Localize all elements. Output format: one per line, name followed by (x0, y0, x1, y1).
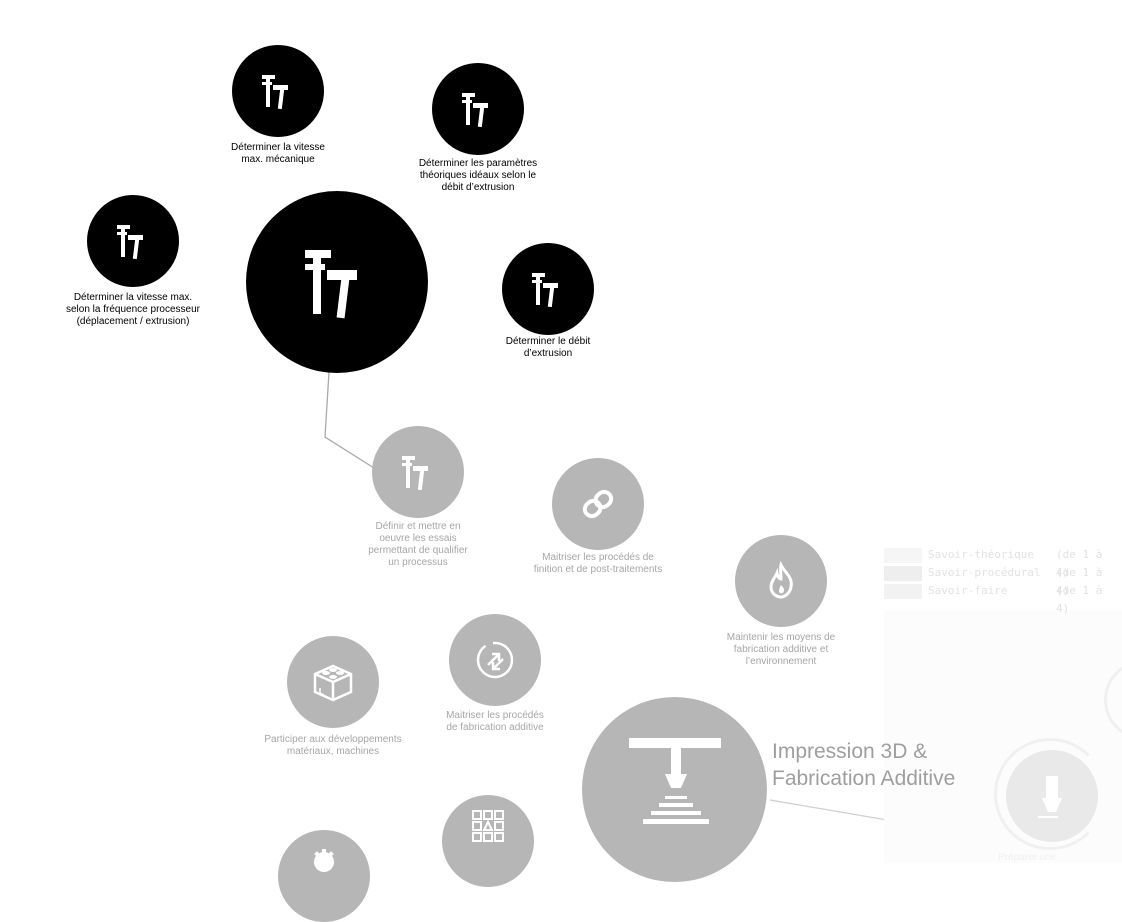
legend-row: Savoir-faire (de 1 à 4) (884, 582, 1122, 615)
sub-skill-label: Déterminer la vitesse max. mécanique (231, 142, 325, 165)
focus-skill-node[interactable] (246, 191, 428, 373)
caliper-hammer-icon (532, 273, 558, 308)
shapes-grid-icon (472, 810, 504, 842)
skill-node[interactable] (287, 636, 379, 728)
legend-name: Savoir-théorique (928, 548, 1034, 561)
skill-node[interactable] (372, 426, 464, 518)
sub-skill-node[interactable] (232, 45, 324, 137)
skill-node[interactable] (552, 458, 644, 550)
caliper-hammer-icon (402, 456, 428, 491)
skill-node[interactable] (735, 535, 827, 627)
building-block-icon (313, 664, 353, 702)
sub-skill-label: Déterminer le débit d’extrusion (505, 336, 591, 359)
skill-node[interactable] (442, 795, 534, 887)
legend-name: Savoir-faire (928, 584, 1008, 597)
legend: Savoir-théorique (de 1 à 4) Savoir-procé… (884, 546, 1122, 615)
legend-name: Savoir-procédural (928, 566, 1041, 579)
skill-label: Maitriser les procédés de fabrication ad… (446, 710, 544, 733)
chain-link-icon (582, 489, 614, 519)
caliper-hammer-icon (262, 75, 288, 110)
sub-skill-node[interactable] (432, 63, 524, 155)
legend-row: Savoir-procédural (de 1 à 4) (884, 564, 1122, 597)
3d-printer-icon (628, 737, 721, 824)
flame-icon (769, 560, 793, 599)
category-title: Impression 3D & Fabrication Additive (772, 740, 956, 790)
legend-row: Savoir-théorique (de 1 à 4) (884, 546, 1122, 579)
legend-range: (de 1 à 4) (1056, 566, 1103, 597)
sub-skill-node[interactable] (87, 195, 179, 287)
process-cycle-icon (476, 641, 514, 679)
ghost-ring (994, 738, 1106, 850)
caliper-hammer-icon (305, 250, 357, 319)
category-node[interactable] (582, 697, 767, 882)
skill-node[interactable] (278, 830, 370, 922)
caliper-hammer-icon (117, 225, 143, 260)
gear-badge-icon (314, 849, 334, 872)
legend-range: (de 1 à 4) (1056, 584, 1103, 615)
nozzle-icon (1038, 776, 1062, 818)
skill-label: Maintenir les moyens de fabrication addi… (726, 632, 836, 667)
sub-skill-label: Déterminer la vitesse max. selon la fréq… (66, 292, 200, 327)
skill-label: Participer aux développements matériaux,… (264, 734, 402, 757)
ghost-skill-node[interactable] (1006, 750, 1098, 842)
skill-label: Définir et mettre en oeuvre les essais p… (368, 521, 468, 568)
ghost-label: Préparer une (998, 852, 1057, 863)
skill-node[interactable] (449, 614, 541, 706)
sub-skill-label: Déterminer les paramètres théoriques idé… (418, 158, 538, 193)
legend-swatch (884, 548, 922, 563)
legend-range: (de 1 à 4) (1056, 548, 1103, 579)
legend-swatch (884, 584, 922, 599)
legend-swatch (884, 566, 922, 581)
sub-skill-node[interactable] (502, 243, 594, 335)
skill-label: Maitriser les procédés de finition et de… (533, 552, 663, 575)
caliper-hammer-icon (462, 93, 488, 128)
